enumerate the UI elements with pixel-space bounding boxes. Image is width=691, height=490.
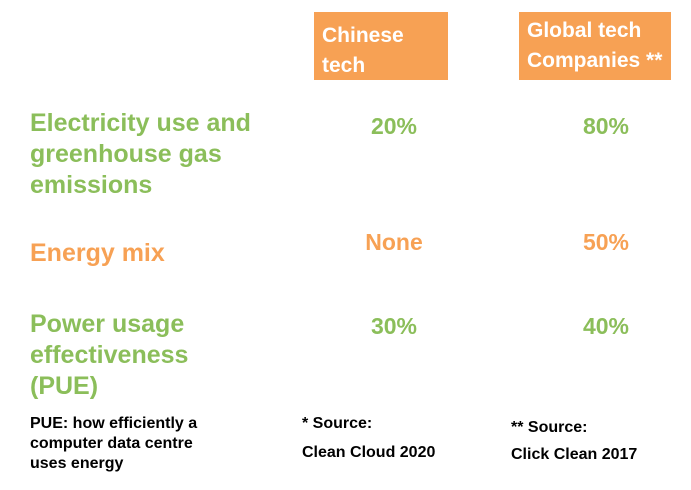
value-global-electricity: 80% <box>582 113 630 139</box>
value-chinese-energy-mix: None <box>365 229 423 255</box>
header-global-tech-companies: Global tech Companies ** <box>519 12 671 80</box>
value-chinese-pue: 30% <box>370 313 418 339</box>
source-chinese-title: * Source: <box>302 415 373 432</box>
value-global-energy-mix: 50% <box>582 229 630 255</box>
row-label-pue: Power usage effectiveness (PUE) <box>30 310 189 400</box>
row-label-electricity: Electricity use and greenhouse gas emiss… <box>30 109 251 199</box>
value-chinese-electricity: 20% <box>370 113 418 139</box>
source-chinese-name: Clean Cloud 2020 <box>302 444 436 461</box>
pue-definition-note: PUE: how efficiently a computer data cen… <box>30 415 198 472</box>
value-global-pue: 40% <box>582 313 630 339</box>
source-global-title: ** Source: <box>511 419 588 436</box>
row-label-energy-mix: Energy mix <box>30 239 165 267</box>
source-global-name: Click Clean 2017 <box>511 446 638 463</box>
header-chinese-tech-companies: Chinese tech companies * <box>314 12 448 107</box>
